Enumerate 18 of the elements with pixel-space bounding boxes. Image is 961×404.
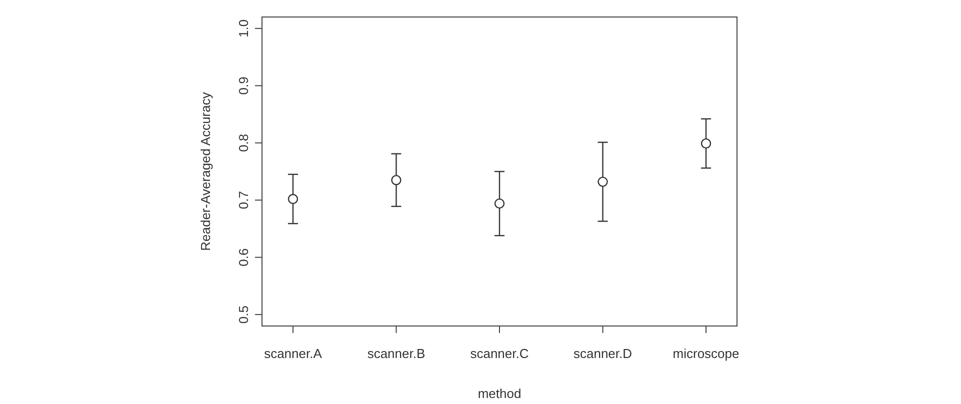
- x-tick-label: scanner.B: [367, 346, 426, 361]
- y-tick-label: 0.7: [236, 191, 251, 210]
- point: [700, 138, 712, 149]
- y-tick-label: 0.6: [236, 248, 251, 266]
- x-tick-label: scanner.A: [264, 346, 322, 361]
- y-tick-label: 1.0: [236, 19, 251, 38]
- point: [494, 198, 505, 209]
- y-tick-label: 0.8: [236, 134, 251, 152]
- x-tick-label: microscope: [672, 346, 740, 361]
- y-axis-title: Reader-Averaged Accuracy: [198, 92, 213, 251]
- x-tick-label: scanner.D: [573, 346, 632, 361]
- y-tick-label: 0.9: [236, 76, 251, 95]
- point: [391, 174, 402, 186]
- y-tick-label: 0.5: [236, 306, 251, 324]
- x-axis-title: method: [478, 386, 522, 401]
- x-tick-label: scanner.C: [470, 346, 529, 361]
- point: [598, 176, 608, 187]
- point: [288, 194, 298, 204]
